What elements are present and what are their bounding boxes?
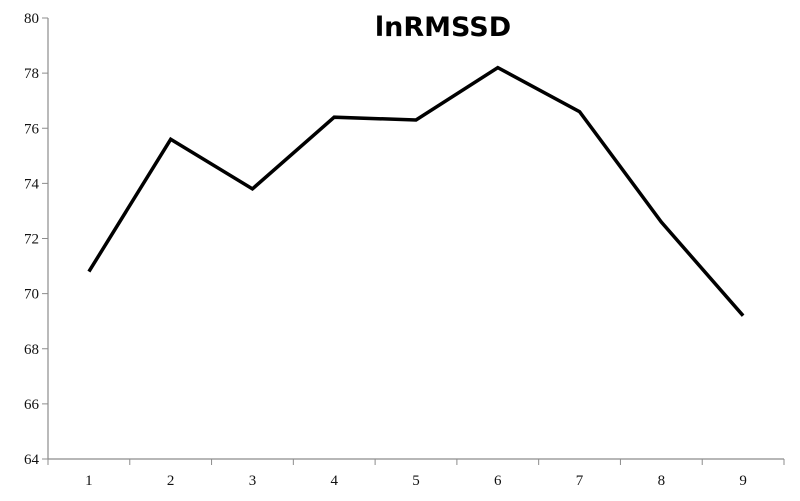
x-axis: 1 2 3 4 5 6 7 8 9: [47, 458, 785, 489]
series-line: [87, 65, 745, 317]
y-tick-label: 76: [24, 121, 40, 137]
y-tick-label: 78: [24, 66, 39, 82]
x-tick-label: 5: [412, 473, 420, 489]
x-tick-label: 3: [249, 473, 257, 489]
x-tick-label: 6: [494, 473, 502, 489]
y-tick-label: 68: [24, 342, 39, 358]
series-group: [87, 65, 745, 317]
y-tick-label: 74: [24, 176, 40, 192]
x-tick-label: 7: [576, 473, 584, 489]
y-tick-label: 80: [24, 11, 39, 27]
y-tick-label: 64: [24, 452, 40, 468]
y-tick-label: 66: [24, 397, 40, 413]
x-tick-label: 1: [85, 473, 93, 489]
x-tick-label: 8: [658, 473, 666, 489]
x-tick-label: 9: [739, 473, 747, 489]
y-tick-label: 72: [24, 232, 39, 248]
chart-title: lnRMSSD: [375, 12, 511, 43]
x-tick-label: 4: [330, 473, 338, 489]
x-tick-label: 2: [167, 473, 175, 489]
y-axis: 64 66 68 70 72 74 76 78 80: [24, 11, 49, 468]
y-tick-label: 70: [24, 287, 39, 303]
